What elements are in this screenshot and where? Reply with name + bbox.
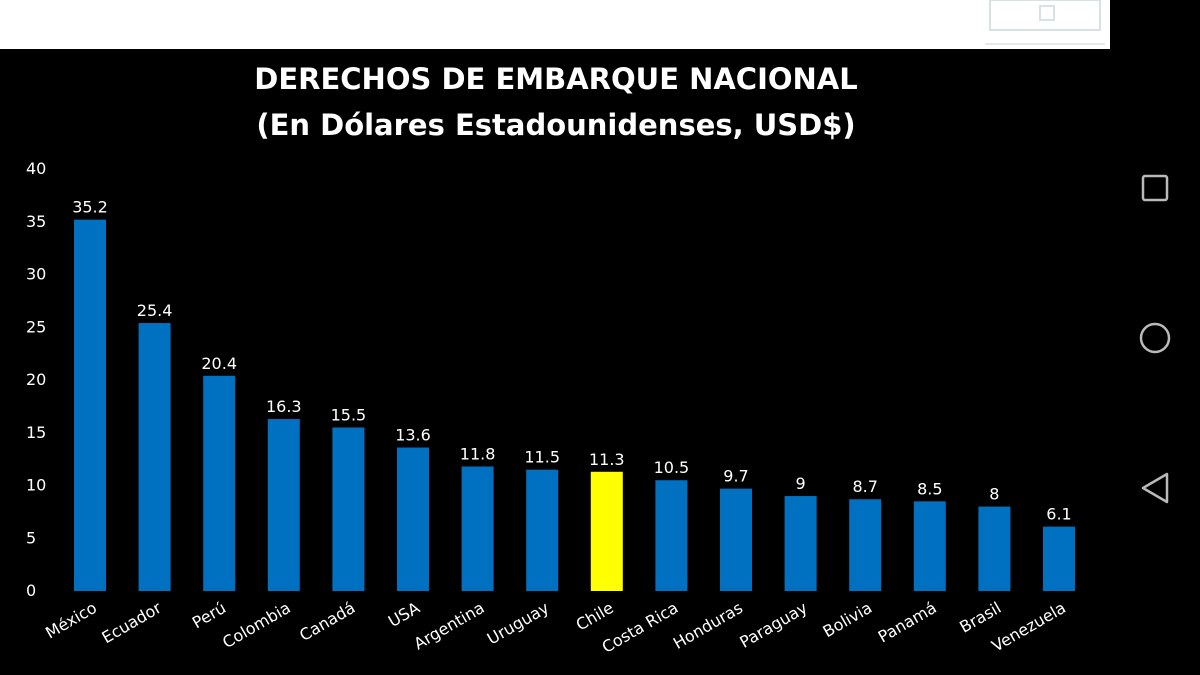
data-label: 8.5	[917, 479, 942, 498]
data-label: 16.3	[266, 397, 302, 416]
bar	[655, 480, 688, 591]
y-tick-label: 40	[26, 159, 46, 178]
y-axis: 0 5 10 15 20 25 30 35 40	[26, 159, 46, 600]
bar	[784, 496, 817, 591]
top-strip	[0, 0, 1110, 49]
bars	[74, 219, 1075, 591]
bar	[913, 501, 946, 591]
chart-area: DERECHOS DE EMBARQUE NACIONAL (En Dólare…	[0, 49, 1110, 675]
square-icon	[1141, 174, 1169, 202]
data-label: 6.1	[1046, 505, 1071, 524]
x-tick-label: Panamá	[875, 598, 940, 646]
data-label: 9.7	[723, 467, 748, 486]
data-label: 11.5	[524, 448, 560, 467]
y-tick-label: 30	[26, 265, 46, 284]
bar-chart: DERECHOS DE EMBARQUE NACIONAL (En Dólare…	[26, 62, 1075, 657]
data-label: 11.3	[589, 450, 625, 469]
x-tick-label: Bolivia	[819, 598, 875, 641]
data-label: 25.4	[137, 301, 173, 320]
x-tick-label: USA	[385, 598, 423, 631]
value-labels: 35.2 25.4 20.4 16.3 15.5 13.6 11.8 11.5 11.3 10.5…	[72, 198, 1072, 524]
recents-button[interactable]	[1125, 158, 1185, 218]
data-label: 9	[796, 474, 806, 493]
circle-icon	[1139, 322, 1171, 354]
y-tick-label: 15	[26, 423, 46, 442]
bar	[74, 219, 106, 591]
triangle-back-icon	[1141, 472, 1169, 504]
x-tick-label: Paraguay	[736, 598, 810, 652]
bar	[461, 466, 494, 591]
data-label: 20.4	[201, 354, 237, 373]
x-tick-label: Argentina	[411, 598, 488, 653]
back-button[interactable]	[1125, 458, 1185, 518]
data-label: 10.5	[654, 458, 690, 477]
bar	[720, 488, 752, 591]
y-tick-label: 10	[26, 476, 46, 495]
data-label: 15.5	[331, 405, 367, 424]
y-tick-label: 35	[26, 212, 46, 231]
bar	[267, 419, 300, 591]
x-tick-label: Honduras	[670, 598, 746, 653]
bar	[978, 506, 1011, 591]
chart-subtitle: (En Dólares Estadounidenses, USD$)	[256, 108, 855, 142]
bar	[849, 499, 882, 591]
x-tick-label: Perú	[189, 598, 229, 632]
y-tick-label: 20	[26, 370, 46, 389]
bar	[590, 471, 623, 591]
home-button[interactable]	[1125, 308, 1185, 368]
x-tick-label: Colombia	[219, 598, 294, 652]
x-tick-label: Uruguay	[484, 598, 552, 648]
data-label: 13.6	[395, 426, 431, 445]
bar	[397, 447, 429, 591]
x-tick-label: Venezuela	[988, 598, 1069, 656]
data-label: 11.8	[460, 445, 496, 464]
bar	[138, 323, 171, 591]
x-tick-label: México	[42, 598, 100, 642]
chart-title: DERECHOS DE EMBARQUE NACIONAL	[254, 62, 857, 96]
y-tick-label: 5	[26, 528, 36, 547]
x-tick-label: Brasil	[956, 598, 1004, 637]
data-label: 35.2	[72, 198, 108, 217]
y-tick-label: 25	[26, 317, 46, 336]
data-label: 8	[989, 485, 999, 504]
bar	[1043, 526, 1075, 591]
x-tick-label: Chile	[573, 598, 617, 634]
x-tick-label: Ecuador	[98, 598, 164, 647]
x-tick-label: Canadá	[296, 598, 358, 645]
bar	[332, 427, 365, 591]
y-tick-label: 0	[26, 581, 36, 600]
data-label: 8.7	[852, 477, 877, 496]
header-graphic-fragment	[985, 0, 1105, 45]
bar	[203, 375, 236, 591]
bar	[526, 469, 559, 591]
android-nav-bar	[1110, 0, 1200, 675]
